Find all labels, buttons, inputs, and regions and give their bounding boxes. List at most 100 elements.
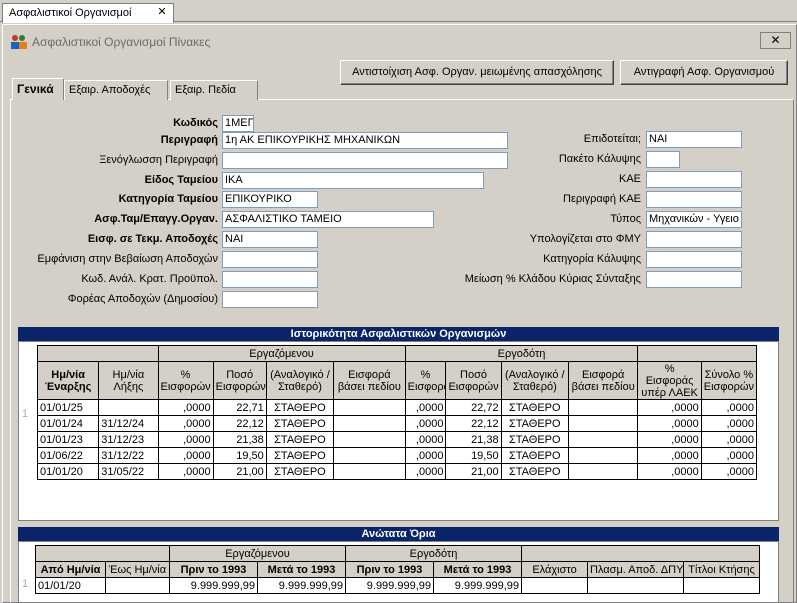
table-cell[interactable]: ,0000 [404,399,447,416]
form-field[interactable]: 1η ΑΚ ΕΠΙΚΟΥΡΙΚΗΣ ΜΗΧΑΝΙΚΩΝ [222,132,508,149]
tab-general[interactable]: Γενικά [12,78,64,100]
table-row[interactable]: 01/01/20 9.999.999,99 9.999.999,99 9.999.99… [35,577,761,594]
column-header[interactable]: % Εισφοράς υπέρ ΛΑΕΚ [637,361,702,400]
table-cell[interactable] [567,415,639,432]
column-header[interactable]: Εισφορά βάσει πεδίου [333,361,406,400]
table-cell[interactable]: ΣΤΑΘΕΡΟ [265,447,335,464]
tab-exception-earnings[interactable]: Εξαιρ. Αποδοχές [64,80,168,100]
table-row[interactable]: 01/01/24 31/12/24,0000 22,12 ΣΤΑΘΕΡΟ ,0000 22… [36,415,758,432]
table-cell[interactable]: 21,38 [445,431,502,448]
table-cell[interactable]: ,0000 [637,447,702,464]
column-header[interactable]: Ημ/νία Έναρξης [36,361,100,400]
table-cell[interactable]: ,0000 [404,431,447,448]
table-cell[interactable]: 22,12 [445,415,502,432]
table-cell[interactable]: ΣΤΑΘΕΡΟ [500,415,569,432]
table-cell[interactable]: ,0000 [157,415,214,432]
table-cell[interactable] [587,577,685,594]
column-header[interactable]: Πριν το 1993 [345,561,434,578]
form-field[interactable]: ΑΣΦΑΛΙΣΤΙΚΟ ΤΑΜΕΙΟ [222,211,434,228]
form-field[interactable] [222,291,318,308]
table-row[interactable]: 01/06/22 31/12/22,0000 19,50 ΣΤΑΘΕΡΟ ,0000 19… [36,447,758,464]
table-cell[interactable]: ,0000 [157,399,214,416]
table-cell[interactable]: ΣΤΑΘΕΡΟ [500,463,569,480]
table-cell[interactable]: 21,38 [212,431,267,448]
match-reduced-employment-button[interactable]: Αντιστοίχιση Ασφ. Οργαν. μειωμένης απασχ… [340,60,614,85]
column-header[interactable]: Ελάχιστο [521,561,589,578]
table-cell[interactable]: ,0000 [700,447,758,464]
form-field[interactable] [646,191,742,208]
table-cell[interactable]: ΣΤΑΘΕΡΟ [265,463,335,480]
table-cell[interactable]: 01/01/25 [36,399,100,416]
column-header[interactable]: Ποσό Εισφορών [212,361,267,400]
table-cell[interactable] [521,577,589,594]
column-header[interactable]: (Αναλογικό / Σταθερό) [500,361,569,400]
form-field[interactable] [222,251,318,268]
document-tab[interactable]: Ασφαλιστικοί Οργανισμοί [2,3,174,23]
table-cell[interactable]: 21,00 [445,463,502,480]
table-cell[interactable]: 31/12/22 [98,447,159,464]
table-cell[interactable]: ,0000 [637,463,702,480]
column-header[interactable]: Τίτλοι Κτήσης [683,561,761,578]
form-field[interactable]: ΝΑΙ [222,231,318,248]
table-cell[interactable]: 01/01/20 [36,463,100,480]
table-cell[interactable]: ,0000 [637,431,702,448]
window-close-button[interactable]: ✕ [760,32,791,49]
table-cell[interactable]: 31/12/23 [98,431,159,448]
column-header[interactable]: Πριν το 1993 [169,561,258,578]
form-field[interactable] [646,251,742,268]
table-cell[interactable]: 9.999.999,99 [345,577,434,594]
table-cell[interactable]: ΣΤΑΘΕΡΟ [500,431,569,448]
table-cell[interactable]: ,0000 [157,463,214,480]
column-header[interactable]: Έως Ημ/νία [105,561,170,578]
table-row[interactable]: 01/01/20 31/05/22,0000 21,00 ΣΤΑΘΕΡΟ ,0000 21… [36,463,758,480]
table-cell[interactable]: 01/06/22 [36,447,100,464]
table-cell[interactable]: 01/01/23 [36,431,100,448]
table-cell[interactable]: ΣΤΑΘΕΡΟ [500,399,569,416]
table-cell[interactable]: ,0000 [700,431,758,448]
column-header[interactable]: % Εισφορών [404,361,447,400]
table-cell[interactable]: 22,12 [212,415,267,432]
column-header[interactable]: Ποσό Εισφορών [445,361,502,400]
form-field[interactable] [646,151,680,168]
table-cell[interactable]: ,0000 [700,415,758,432]
table-cell[interactable] [333,447,406,464]
table-row[interactable]: 01/01/23 31/12/23,0000 21,38 ΣΤΑΘΕΡΟ ,0000 21… [36,431,758,448]
table-cell[interactable]: ,0000 [157,447,214,464]
table-cell[interactable]: 9.999.999,99 [257,577,346,594]
form-field[interactable]: 1ΜΕΠ [222,115,254,132]
table-row[interactable]: 01/01/25,0000 22,71 ΣΤΑΘΕΡΟ ,0000 22,72 ΣΤΑΘΕ… [36,399,758,416]
table-cell[interactable]: ,0000 [637,399,702,416]
copy-organization-button[interactable]: Αντιγραφή Ασφ. Οργανισμού [620,60,788,85]
form-field[interactable] [222,152,508,169]
table-cell[interactable]: 01/01/24 [36,415,100,432]
table-cell[interactable] [333,463,406,480]
table-cell[interactable]: ΣΤΑΘΕΡΟ [265,431,335,448]
table-cell[interactable]: 22,71 [212,399,267,416]
column-header[interactable]: Μετά το 1993 [257,561,346,578]
table-cell[interactable]: 31/12/24 [98,415,159,432]
table-cell[interactable] [105,577,170,594]
table-cell[interactable]: ,0000 [404,447,447,464]
table-cell[interactable]: 21,00 [212,463,267,480]
column-header[interactable]: Ημ/νία Λήξης [98,361,159,400]
table-cell[interactable] [683,577,761,594]
table-cell[interactable] [333,415,406,432]
table-cell[interactable]: 01/01/20 [35,577,106,594]
column-header[interactable]: Από Ημ/νία [35,561,106,578]
column-header[interactable]: % Εισφορών [157,361,214,400]
form-field[interactable] [222,271,318,288]
form-field[interactable] [646,171,742,188]
table-cell[interactable]: ,0000 [404,463,447,480]
table-cell[interactable] [333,431,406,448]
table-cell[interactable]: 9.999.999,99 [169,577,258,594]
form-field[interactable] [646,271,742,288]
table-cell[interactable] [98,399,159,416]
column-header[interactable]: (Αναλογικό / Σταθερό) [265,361,335,400]
table-cell[interactable]: 22,72 [445,399,502,416]
table-cell[interactable] [567,399,639,416]
table-cell[interactable]: ,0000 [404,415,447,432]
table-cell[interactable]: ,0000 [637,415,702,432]
table-cell[interactable]: 9.999.999,99 [432,577,523,594]
column-header[interactable]: Σύνολο % Εισφορών [700,361,758,400]
document-tab-close-icon[interactable]: ✕ [157,6,167,18]
